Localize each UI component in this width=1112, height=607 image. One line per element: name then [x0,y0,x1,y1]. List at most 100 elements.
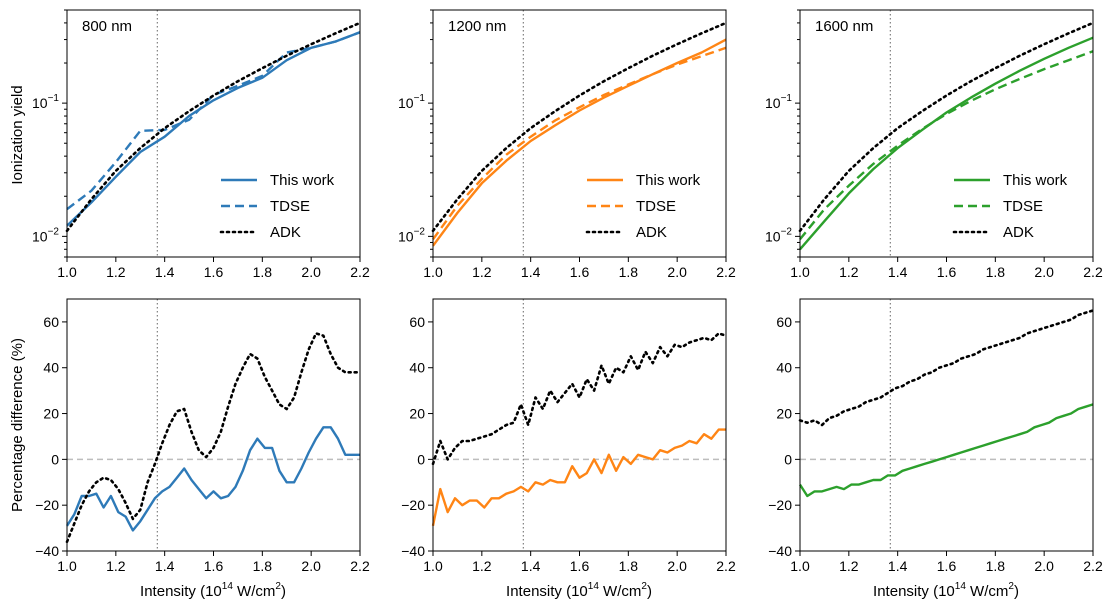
x-tick-label: 1.2 [106,264,126,280]
y-tick-label: −40 [768,543,792,559]
y-tick-label: 10−1 [765,93,792,111]
x-tick-label: 1.8 [986,264,1006,280]
y-tick-label: 10−2 [765,226,792,244]
y-tick-label: 0 [51,451,59,467]
xlabel-right: Intensity (1014 W/cm2) [873,581,1019,600]
x-tick-label: 1.6 [570,558,590,574]
panel-5: 1.0 1.2 1.4 1.6 1.8 2.0 2.2 −40 −20 0 20 40 60 [401,298,736,574]
x-tick-label: 2.2 [716,558,736,574]
x-tick-label: 1.6 [204,264,224,280]
x-tick-label: 1.6 [570,264,590,280]
legend: This work TDSE ADK [219,172,335,241]
x-tick-label: 2.0 [1034,264,1054,280]
x-tick-label: 1.6 [204,558,224,574]
x-tick-label: 2.0 [1034,558,1054,574]
x-tick-label: 1.0 [423,558,443,574]
xlabel-middle: Intensity (1014 W/cm2) [506,581,652,600]
x-tick-label: 1.2 [472,558,492,574]
series-adk [798,309,1095,427]
x-tick-label: 2.0 [301,558,321,574]
legend-label: ADK [1003,224,1034,241]
x-tick-label: 2.0 [667,264,687,280]
x-tick-label: 2.0 [301,264,321,280]
y-tick-label: −20 [768,497,792,513]
x-tick-label: 1.2 [106,558,126,574]
y-tick-label: −20 [401,497,425,513]
series-tdse [432,46,727,241]
series-this-work [798,403,1094,498]
x-tick-label: 1.8 [619,264,639,280]
x-tick-label: 2.0 [667,558,687,574]
xlabel-left: Intensity (1014 W/cm2) [140,581,286,600]
legend: This work TDSE ADK [952,172,1068,241]
x-tick-label: 2.2 [350,264,370,280]
legend-label: This work [636,172,701,189]
x-tick-label: 2.2 [1083,558,1103,574]
x-tick-label: 1.0 [423,264,443,280]
plot-frame [432,298,727,552]
y-tick-label: 60 [776,314,792,330]
y-tick-label: 20 [409,406,425,422]
series-adk [431,332,728,466]
y-tick-label: 60 [43,314,59,330]
series-this-work [432,38,727,247]
panel-6: 1.0 1.2 1.4 1.6 1.8 2.0 2.2 −40 −20 0 20 40 60 [768,298,1103,574]
plot-frame [799,9,1094,258]
x-tick-label: 1.2 [472,264,492,280]
x-tick-label: 1.4 [888,264,908,280]
y-tick-label: 10−1 [398,93,425,111]
panel-1: 1.0 1.2 1.4 1.6 1.8 2.0 2.2 10−2 10−1 800 nm This … [32,9,370,280]
legend-label: TDSE [1003,198,1043,215]
x-tick-label: 1.0 [57,558,77,574]
x-tick-label: 1.8 [619,558,639,574]
legend-label: ADK [270,224,301,241]
x-tick-label: 1.4 [521,558,541,574]
y-tick-label: 0 [417,451,425,467]
y-tick-label: 10−1 [32,93,59,111]
panel-2: 1.0 1.2 1.4 1.6 1.8 2.0 2.2 10−2 10−1 1200 nm This… [398,9,736,280]
series-tdse [799,50,1094,241]
series-adk [798,21,1095,233]
x-tick-label: 1.2 [839,558,859,574]
legend-label: This work [270,172,335,189]
legend-label: This work [1003,172,1068,189]
x-tick-label: 1.4 [155,558,175,574]
y-tick-label: 20 [776,406,792,422]
y-tick-label: 40 [409,360,425,376]
panel-title: 1600 nm [815,18,873,35]
bottom-row-ylabel: Percentage difference (%) [9,338,26,512]
x-tick-label: 2.2 [716,264,736,280]
x-tick-label: 1.6 [937,264,957,280]
series-this-work [431,428,726,527]
series-this-work [799,36,1094,251]
legend: This work TDSE ADK [585,172,701,241]
plot-frame [799,298,1094,552]
series-adk [65,332,362,544]
legend-label: ADK [636,224,667,241]
y-tick-label: 20 [43,406,59,422]
panel-title: 1200 nm [448,18,506,35]
legend-label: TDSE [270,198,310,215]
x-tick-label: 1.2 [839,264,859,280]
y-tick-label: 10−2 [32,226,59,244]
series-this-work [66,31,361,227]
y-tick-label: 40 [776,360,792,376]
plot-frame [432,9,727,258]
x-tick-label: 1.0 [57,264,77,280]
panel-title: 800 nm [82,18,132,35]
series-adk [431,21,728,233]
x-tick-label: 1.0 [790,558,810,574]
x-tick-label: 1.6 [937,558,957,574]
y-tick-label: 60 [409,314,425,330]
legend-label: TDSE [636,198,676,215]
x-tick-label: 1.8 [986,558,1006,574]
x-tick-label: 1.8 [253,558,273,574]
x-tick-label: 1.8 [253,264,273,280]
plot-frame [66,298,361,552]
x-tick-label: 2.2 [350,558,370,574]
x-tick-label: 1.0 [790,264,810,280]
y-tick-label: −20 [35,497,59,513]
series-this-work [65,426,360,532]
x-tick-label: 1.4 [155,264,175,280]
